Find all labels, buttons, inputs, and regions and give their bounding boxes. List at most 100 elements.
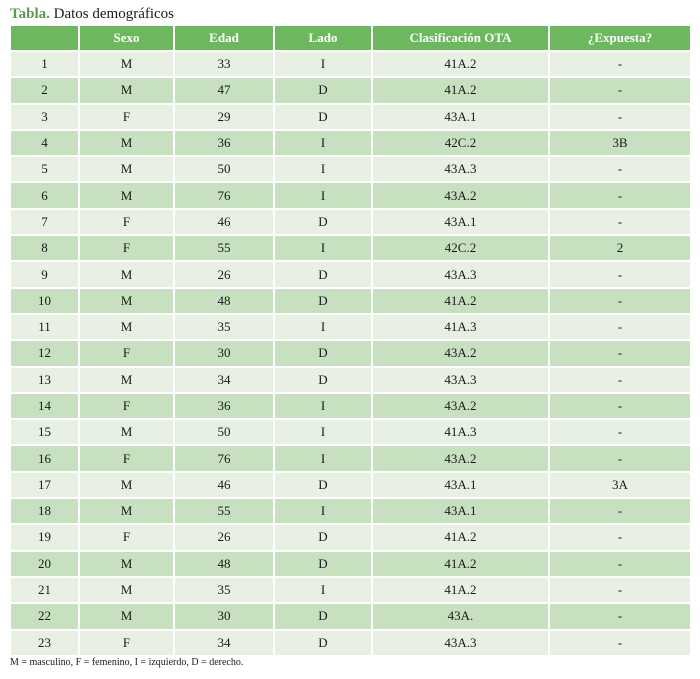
edad-cell: 76 [173, 444, 275, 473]
table-row: 21 M 35 I 41A.2- [9, 575, 692, 605]
clasificacion-ota-cell: 43A.1 [371, 102, 550, 131]
lado-cell: I [273, 128, 373, 158]
edad-cell: 33 [173, 49, 275, 79]
row-index-cell: 15 [9, 418, 80, 447]
edad-cell: 46 [173, 207, 275, 237]
edad-cell: 47 [173, 76, 275, 105]
lado-cell: I [273, 312, 373, 342]
expuesta-cell: - [548, 602, 692, 631]
sexo-cell: M [78, 155, 175, 184]
clasificacion-ota-cell: 41A.2 [371, 549, 550, 578]
row-index-cell: 13 [9, 365, 80, 394]
sexo-cell: F [78, 523, 175, 552]
table-row: 3 F 29 D 43A.1- [9, 102, 692, 131]
clasificacion-ota-cell: 41A.2 [371, 286, 550, 315]
row-index-cell: 9 [9, 260, 80, 289]
index-header [9, 24, 80, 52]
lado-cell: D [273, 602, 373, 631]
expuesta-cell: - [548, 339, 692, 368]
clasificacion-ota-cell: 43A.2 [371, 391, 550, 421]
sexo-cell: F [78, 339, 175, 368]
table-row: 8 F 55 I 42C.2 2 [9, 234, 692, 263]
lado-cell: D [273, 207, 373, 237]
clasificacion-ota-cell: 43A.3 [371, 155, 550, 184]
row-index-cell: 14 [9, 391, 80, 421]
expuesta-cell: - [548, 549, 692, 578]
sexo-cell: F [78, 628, 175, 657]
edad-cell: 34 [173, 365, 275, 394]
clasificacion-ota-cell: 43A.3 [371, 628, 550, 657]
expuesta-cell: - [548, 497, 692, 526]
clasificacion-ota-cell: 41A.2 [371, 575, 550, 605]
expuesta-cell: - [548, 418, 692, 447]
lado-cell: D [273, 549, 373, 578]
sexo-cell: F [78, 391, 175, 421]
sexo-cell: F [78, 102, 175, 131]
table-row: 15 M 50 I 41A.3- [9, 418, 692, 447]
lado-cell: I [273, 234, 373, 263]
row-index-cell: 7 [9, 207, 80, 237]
lado-cell: D [273, 260, 373, 289]
lado-header: Lado [273, 24, 373, 52]
table-row: 20 M 48 D 41A.2- [9, 549, 692, 578]
row-index-cell: 23 [9, 628, 80, 657]
table-row: 16 F 76 I 43A.2- [9, 444, 692, 473]
table-row: 11 M 35 I 41A.3- [9, 312, 692, 342]
expuesta-cell: - [548, 181, 692, 210]
table-row: 9 M 26 D 43A.3- [9, 260, 692, 289]
table-row: 6 M 76 I 43A.2- [9, 181, 692, 210]
lado-cell: D [273, 76, 373, 105]
clasificacion-ota-cell: 43A.3 [371, 365, 550, 394]
table-row: 19 F 26 D 41A.2- [9, 523, 692, 552]
expuesta-cell: - [548, 49, 692, 79]
edad-cell: 36 [173, 128, 275, 158]
table-row: 13 M 34 D 43A.3- [9, 365, 692, 394]
edad-cell: 34 [173, 628, 275, 657]
row-index-cell: 22 [9, 602, 80, 631]
clasificacion-ota-cell: 43A. [371, 602, 550, 631]
lado-cell: I [273, 575, 373, 605]
sexo-cell: M [78, 286, 175, 315]
table-row: 17 M 46 D 43A.1 3A [9, 470, 692, 500]
clasificacion-ota-cell: 41A.3 [371, 312, 550, 342]
edad-cell: 26 [173, 260, 275, 289]
clasificacion-ota-cell: 41A.3 [371, 418, 550, 447]
lado-cell: D [273, 286, 373, 315]
table-row: 22 M 30 D 43A. - [9, 602, 692, 631]
sexo-cell: M [78, 365, 175, 394]
expuesta-cell: - [548, 391, 692, 421]
row-index-cell: 19 [9, 523, 80, 552]
sexo-cell: M [78, 497, 175, 526]
lado-cell: I [273, 155, 373, 184]
sexo-cell: M [78, 49, 175, 79]
sexo-cell: M [78, 76, 175, 105]
row-index-cell: 1 [9, 49, 80, 79]
table-row: 4 M 36 I 42C.2 3B [9, 128, 692, 158]
table-caption: Tabla. Datos demográficos [10, 4, 174, 24]
clasificacion-ota-cell: 42C.2 [371, 128, 550, 158]
expuesta-cell: - [548, 102, 692, 131]
clasificacion-ota-cell: 43A.2 [371, 339, 550, 368]
caption-text: Datos demográficos [49, 6, 175, 22]
edad-cell: 26 [173, 523, 275, 552]
lado-cell: I [273, 391, 373, 421]
sexo-cell: M [78, 602, 175, 631]
table-footnote: M = masculino, F = femenino, I = izquier… [10, 657, 244, 668]
demographics-table: Sexo Edad Lado Clasificación OTA ¿Expuesta? … [9, 24, 692, 657]
edad-cell: 50 [173, 418, 275, 447]
edad-cell: 50 [173, 155, 275, 184]
expuesta-cell: - [548, 523, 692, 552]
caption-lead: Tabla. [10, 6, 50, 22]
edad-cell: 48 [173, 549, 275, 578]
clasificacion-ota-cell: 41A.2 [371, 523, 550, 552]
table-row: 5 M 50 I 43A.3- [9, 155, 692, 184]
expuesta-header: ¿Expuesta? [548, 24, 692, 52]
row-index-cell: 2 [9, 76, 80, 105]
expuesta-cell: 2 [548, 234, 692, 263]
expuesta-cell: - [548, 260, 692, 289]
sexo-cell: M [78, 181, 175, 210]
table-row: 2 M 47 D 41A.2- [9, 76, 692, 105]
row-index-cell: 6 [9, 181, 80, 210]
expuesta-cell: - [548, 312, 692, 342]
